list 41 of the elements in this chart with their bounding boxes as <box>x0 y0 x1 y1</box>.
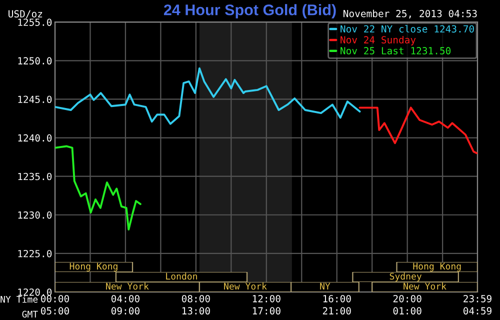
y-tick-label: 1230.0 <box>18 211 52 219</box>
y-tick-label: 1250.0 <box>18 57 52 64</box>
data-label: New York <box>404 282 446 290</box>
legend-label: Nov 24 Sunday <box>340 36 416 46</box>
data-label: Hong Kong <box>70 262 118 272</box>
data-label: London <box>166 272 197 280</box>
x-tick-label: 20:00 <box>393 295 422 302</box>
x-tick-label: 23:59 <box>464 295 492 302</box>
data-label: New York <box>224 282 267 290</box>
x-tick-label: 12:00 <box>252 295 280 302</box>
y-tick-label: 1245.0 <box>18 96 52 104</box>
x2-tick-label: 21:00 <box>322 307 351 314</box>
text: November 25, 2013 04:53 <box>344 10 477 18</box>
x2-tick-label: 13:00 <box>182 307 210 314</box>
x2-tick-label: 17:00 <box>252 307 280 314</box>
x2-tick-label: 04:59 <box>464 307 492 314</box>
y-tick-label: 1235.0 <box>18 172 52 180</box>
data-label: Sydney <box>390 272 422 282</box>
y-tick-label: 1255.0 <box>18 18 52 26</box>
data-label: New York <box>106 282 149 290</box>
x-tick-label: 08:00 <box>182 295 210 302</box>
line-series <box>358 106 478 154</box>
x2-tick-label: 01:00 <box>393 307 422 314</box>
data-label: Hong Kong <box>413 262 461 272</box>
x2-tick-label: 05:00 <box>41 307 70 314</box>
chart-title: 24 Hour Spot Gold (Bid) <box>164 4 336 18</box>
x-tick-label: 00:00 <box>41 295 70 302</box>
x-tick-label: 04:00 <box>111 295 140 302</box>
y-axis-title: USD/oz <box>8 10 42 18</box>
x-tick-label: 16:00 <box>323 295 351 302</box>
line-series <box>55 145 142 231</box>
legend-label: Nov 25 Last 1231.50 <box>340 47 451 54</box>
data-label: NY <box>320 282 330 290</box>
y-tick-label: 1225.0 <box>18 250 52 258</box>
y-tick-label: 1220.0 <box>18 288 52 296</box>
x2-axis-title: GMT <box>22 310 38 318</box>
x2-tick-label: 09:00 <box>111 307 140 314</box>
legend-label: Nov 22 NY close 1243.70 <box>340 24 474 33</box>
x-axis-title: NY Time <box>0 296 38 303</box>
line-series <box>55 67 361 125</box>
y-tick-label: 1240.0 <box>18 134 52 142</box>
